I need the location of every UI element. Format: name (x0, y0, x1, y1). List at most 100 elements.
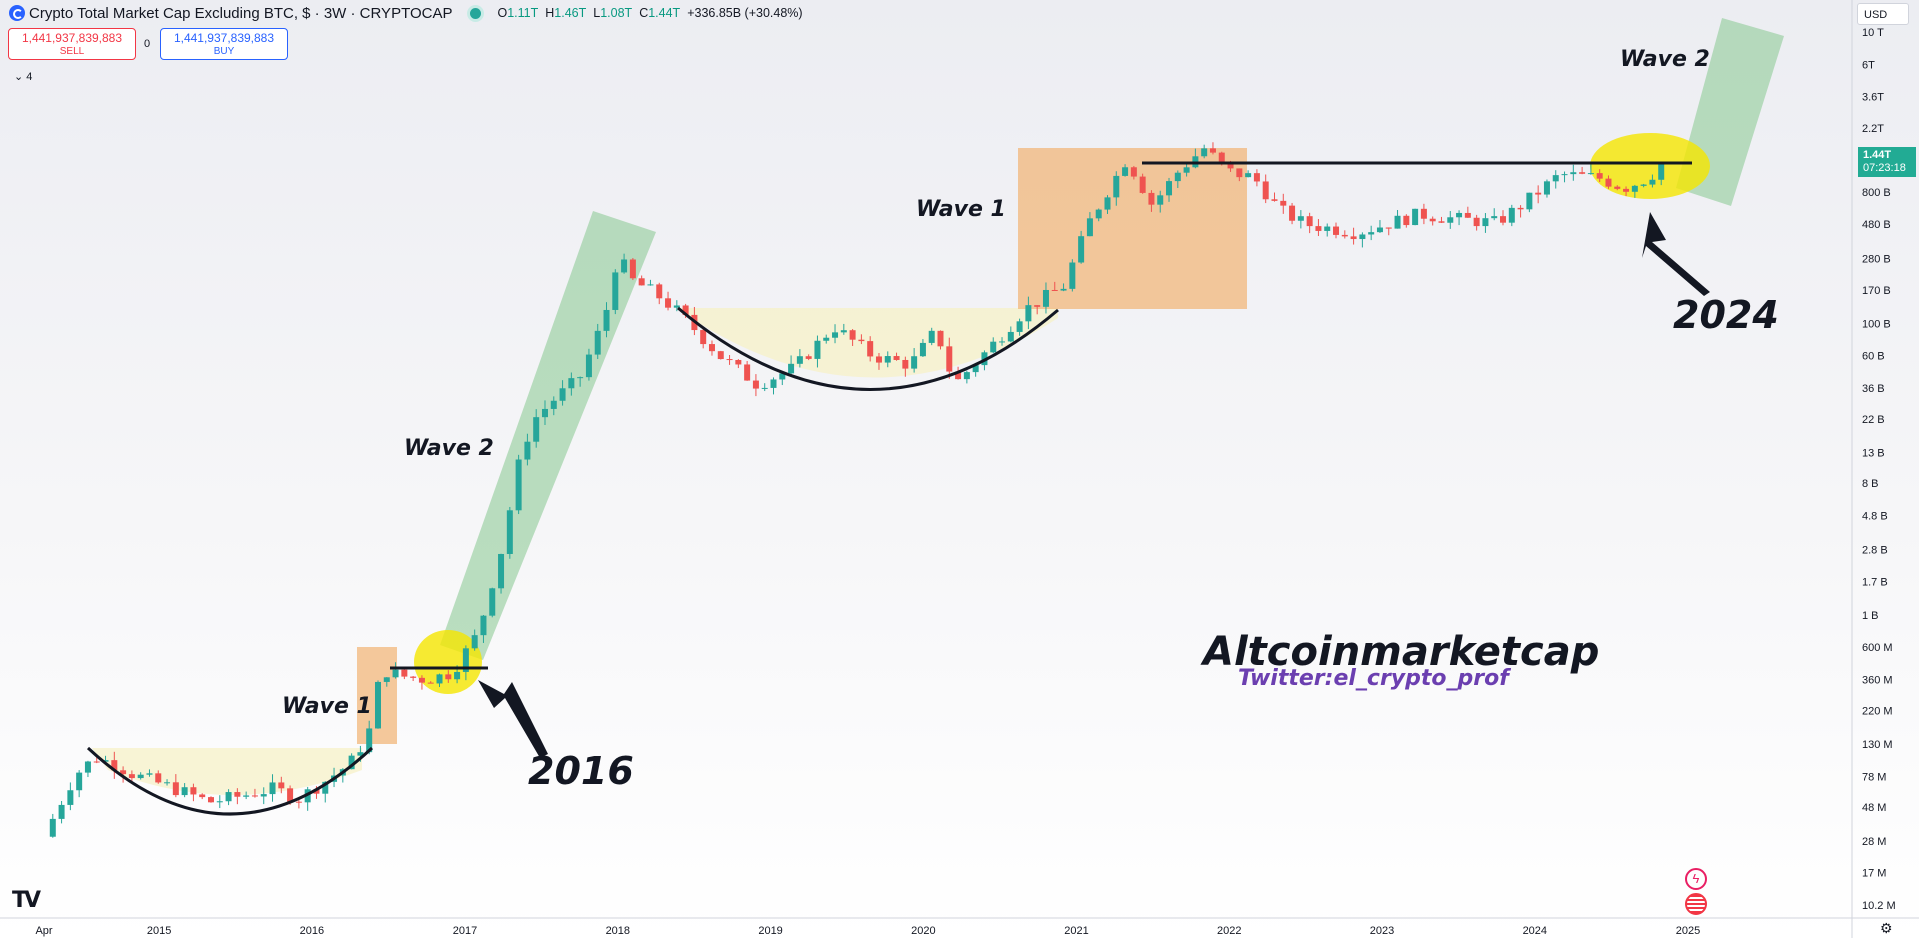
candle (629, 257, 636, 281)
price-tick-label: 130 M (1862, 739, 1893, 751)
candle (1333, 222, 1340, 239)
candle-body (1095, 209, 1102, 219)
candle-body (1614, 186, 1621, 189)
candle (541, 400, 548, 426)
candle (1376, 220, 1383, 233)
candle (401, 669, 408, 680)
settings-icon[interactable]: ⚙ (1880, 920, 1893, 936)
flash-icon[interactable]: ϟ (1685, 868, 1707, 890)
year-label-2024: 2024 (1673, 293, 1779, 337)
candle-body (1139, 176, 1146, 193)
candle-body (357, 752, 364, 756)
candle-body (761, 387, 768, 389)
candle (1368, 225, 1375, 241)
candle (410, 676, 417, 682)
open-label: O (497, 6, 508, 20)
candle (1570, 164, 1577, 181)
year-label-2016: 2016 (528, 749, 634, 793)
price-tick-label: 60 B (1862, 351, 1885, 363)
candle (462, 645, 469, 681)
candle (304, 786, 311, 811)
candle (1016, 318, 1023, 336)
indicators-toggle[interactable]: ⌄ 4 (14, 70, 32, 83)
candle (911, 348, 918, 373)
candle (1113, 171, 1120, 206)
candle (1385, 227, 1392, 236)
candle-body (805, 356, 812, 359)
candle-body (1051, 289, 1058, 291)
candle-body (1289, 205, 1296, 221)
candle (1104, 195, 1111, 214)
candle-body (1508, 207, 1515, 223)
candle (67, 782, 74, 811)
candle-body (366, 728, 373, 753)
cup-curve-2015 (86, 746, 374, 816)
candle (436, 673, 443, 688)
cup-curve-2019 (677, 306, 1059, 391)
candle-body (1394, 215, 1401, 229)
candle-body (1587, 173, 1594, 175)
currency-select[interactable]: USD (1857, 3, 1909, 25)
candle (1579, 166, 1586, 175)
candle-body (770, 379, 777, 388)
candle (814, 335, 821, 368)
symbol-title[interactable]: Crypto Total Market Cap Excluding BTC, $… (29, 4, 453, 22)
candle (1166, 177, 1173, 202)
candle (1201, 144, 1208, 159)
candle (181, 783, 188, 798)
candle-body (1034, 305, 1041, 307)
candle (1526, 192, 1533, 213)
candle (1174, 170, 1181, 189)
candle-body (454, 671, 461, 680)
buy-button[interactable]: 1,441,937,839,883 BUY (160, 28, 288, 60)
candle-body (207, 797, 214, 803)
time-tick-label: 2020 (911, 925, 935, 937)
candle (700, 328, 707, 349)
candle (1253, 169, 1260, 187)
candle (1007, 326, 1014, 343)
time-tick-label: 2023 (1370, 925, 1394, 937)
us-flag-icon[interactable] (1685, 893, 1707, 915)
candle-body (735, 360, 742, 365)
candle-body (1491, 216, 1498, 219)
candle-body (638, 278, 645, 286)
candle (638, 275, 645, 286)
candle (963, 370, 970, 384)
candle-body (1543, 181, 1550, 195)
price-tick-label: 3.6T (1862, 92, 1884, 104)
candle-body (1412, 208, 1419, 226)
candle (1605, 175, 1612, 189)
candle-body (550, 400, 557, 409)
candle (1412, 208, 1419, 226)
candle (216, 795, 223, 809)
candle-body (1631, 185, 1638, 192)
candle (1297, 210, 1304, 229)
price-tick-label: 48 M (1862, 802, 1886, 814)
candle-body (1552, 175, 1559, 182)
candle (550, 396, 557, 416)
candle-body (585, 354, 592, 378)
candle (585, 348, 592, 381)
candle-body (1122, 167, 1129, 176)
time-tick-label: 2022 (1217, 925, 1241, 937)
candle-body (999, 341, 1006, 343)
candle (58, 801, 65, 824)
candle-body (1596, 173, 1603, 179)
candle-body (840, 330, 847, 333)
candle (744, 361, 751, 381)
candle-body (1253, 173, 1260, 182)
candle-body (137, 774, 144, 779)
candle-body (1623, 188, 1630, 192)
candle-body (902, 359, 909, 369)
sell-button[interactable]: 1,441,937,839,883 SELL (8, 28, 136, 60)
candle-body (313, 789, 320, 794)
candle-body (621, 259, 628, 273)
candle-body (1605, 178, 1612, 187)
candle (823, 334, 830, 344)
candle (489, 587, 496, 618)
candle (735, 359, 742, 369)
tradingview-logo-icon[interactable]: TV (12, 888, 41, 913)
candle (445, 670, 452, 683)
